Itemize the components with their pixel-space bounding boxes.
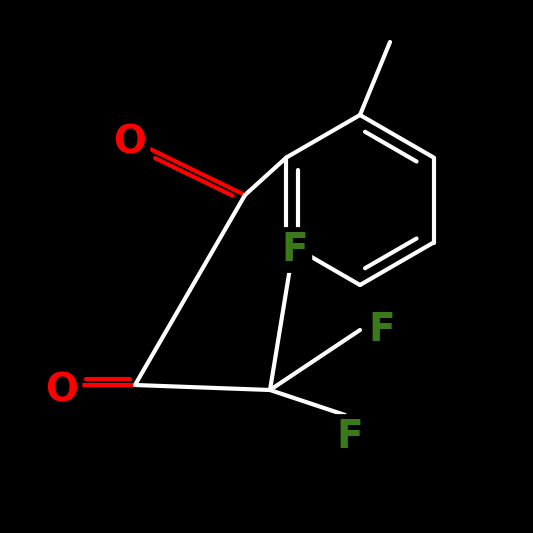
Text: F: F	[281, 231, 308, 269]
Text: O: O	[45, 371, 78, 409]
Text: F: F	[369, 311, 395, 349]
Text: F: F	[337, 418, 364, 456]
Text: O: O	[114, 124, 147, 162]
